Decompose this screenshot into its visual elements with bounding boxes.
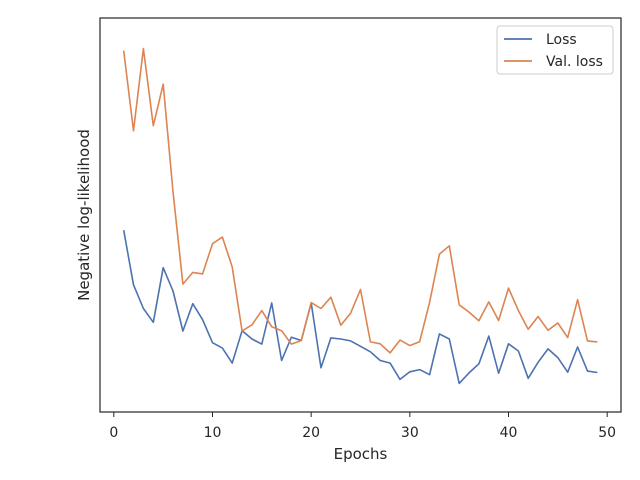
series-line-loss (122, 230, 598, 385)
x-tick-label: 10 (204, 425, 222, 441)
plot-lines (122, 47, 598, 385)
plot-frame (99, 17, 622, 413)
legend: Loss Val. loss (496, 25, 614, 75)
legend-box (496, 25, 614, 75)
legend-label-val-loss: Val. loss (546, 54, 603, 70)
x-tick-label: 40 (500, 425, 518, 441)
x-tick-label: 0 (109, 425, 118, 441)
series-line-val-loss (122, 47, 598, 354)
x-tick-label: 30 (401, 425, 419, 441)
x-axis-label: Epochs (334, 445, 388, 463)
legend-label-loss: Loss (546, 32, 577, 48)
x-tick-label: 20 (302, 425, 320, 441)
x-tick-label: 50 (598, 425, 616, 441)
y-axis-label: Negative log-likelihood (75, 129, 93, 301)
x-axis-ticks: 0 10 20 30 40 50 (109, 412, 616, 441)
